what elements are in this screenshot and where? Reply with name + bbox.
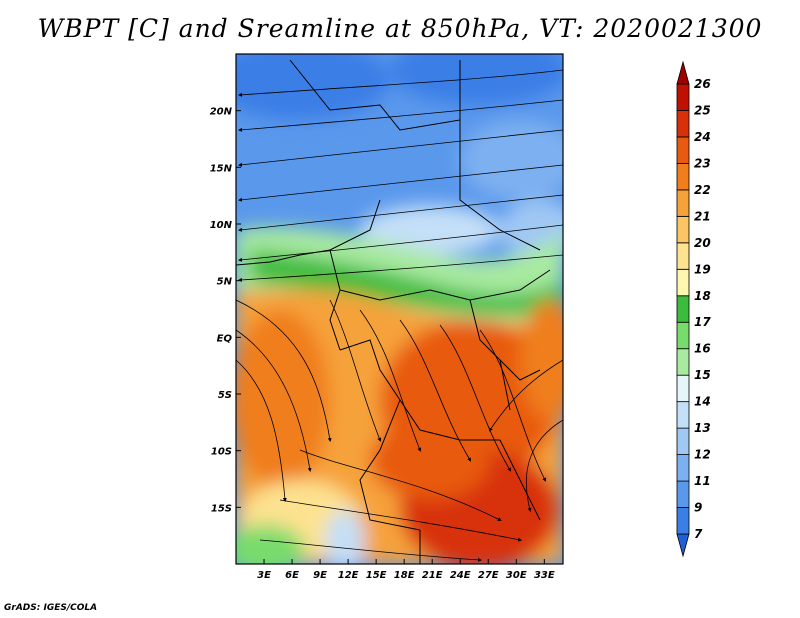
- lat-tick-label: 15N: [210, 163, 233, 174]
- colorbar-bin: [676, 215, 690, 244]
- colorbar-bin: [676, 374, 690, 403]
- colorbar-bin: [676, 60, 690, 85]
- colorbar-label: 21: [694, 209, 711, 223]
- colorbar-bin: [676, 533, 690, 558]
- colorbar-label: 24: [694, 130, 711, 144]
- colorbar-bin: [676, 110, 690, 138]
- colorbar-label: 17: [694, 315, 711, 329]
- country-borders: [236, 59, 551, 564]
- lon-tick-label: 33E: [534, 570, 555, 581]
- colorbar-label: 19: [694, 262, 711, 276]
- lon-tick-label: 15E: [366, 570, 387, 581]
- lat-tick-label: 20N: [210, 107, 233, 118]
- lat-tick-label: 15S: [211, 503, 232, 514]
- lat-tick-label: EQ: [217, 333, 233, 344]
- colorbar-bin: [676, 401, 690, 429]
- lon-tick-label: 6E: [285, 570, 299, 581]
- lat-tick-label: 10S: [211, 447, 232, 458]
- lon-tick-label: 21E: [422, 570, 443, 581]
- colorbar-label: 18: [694, 289, 711, 303]
- longitude-axis: 3E 6E 9E 12E 15E 18E 21E 24E 27E 30E 33E: [257, 559, 555, 581]
- lon-tick-label: 12E: [338, 570, 359, 581]
- latitude-axis: 20N 15N 10N 5N EQ 5S 10S 15S: [210, 107, 241, 514]
- colorbar-bin: [676, 480, 690, 508]
- colorbar-bin: [676, 427, 690, 455]
- colorbar-label: 12: [694, 448, 711, 462]
- lat-tick-label: 10N: [210, 220, 233, 231]
- colorbar-bin: [676, 321, 690, 350]
- lon-tick-label: 3E: [257, 570, 271, 581]
- colorbar-label: 11: [694, 474, 711, 488]
- colorbar-label: 23: [694, 156, 711, 170]
- colorbar-label: 20: [694, 236, 711, 250]
- lon-tick-label: 27E: [478, 570, 499, 581]
- colorbar-label: 13: [694, 421, 711, 435]
- colorbar-label: 16: [694, 342, 711, 356]
- colorbar-bin: [676, 83, 690, 111]
- colorbar-label: 26: [694, 77, 711, 91]
- colorbar-label: 14: [694, 395, 711, 409]
- lat-tick-label: 5N: [217, 277, 233, 288]
- colorbar-bin: [676, 348, 690, 376]
- wbpt-shading: [236, 54, 563, 564]
- lon-tick-label: 18E: [394, 570, 415, 581]
- colorbar-bin: [676, 189, 690, 217]
- lon-tick-label: 30E: [506, 570, 527, 581]
- colorbar-label: 7: [694, 527, 703, 541]
- colorbar-bin: [676, 454, 690, 482]
- lon-tick-label: 9E: [313, 570, 327, 581]
- colorbar-bin: [676, 163, 690, 191]
- chart-title: WBPT [C] and Sreamline at 850hPa, VT: 20…: [37, 14, 763, 43]
- lon-tick-label: 24E: [450, 570, 471, 581]
- colorbar-label: 25: [694, 103, 711, 117]
- colorbar-bin: [676, 268, 690, 297]
- colorbar-label: 15: [694, 368, 711, 382]
- map-frame: [235, 53, 564, 565]
- grads-credit: GrADS: IGES/COLA: [4, 603, 98, 613]
- colorbar-bin: [676, 507, 690, 535]
- colorbar-bin: [676, 136, 690, 164]
- colorbar-bin: [676, 242, 690, 270]
- colorbar-label: 9: [694, 501, 702, 515]
- lat-tick-label: 5S: [218, 390, 232, 401]
- colorbar: 7 9 11 12 13 14 15 16 17 18 19 20 21 22 23 24 25 26: [676, 60, 711, 558]
- colorbar-label: 22: [694, 183, 711, 197]
- colorbar-bin: [676, 295, 690, 323]
